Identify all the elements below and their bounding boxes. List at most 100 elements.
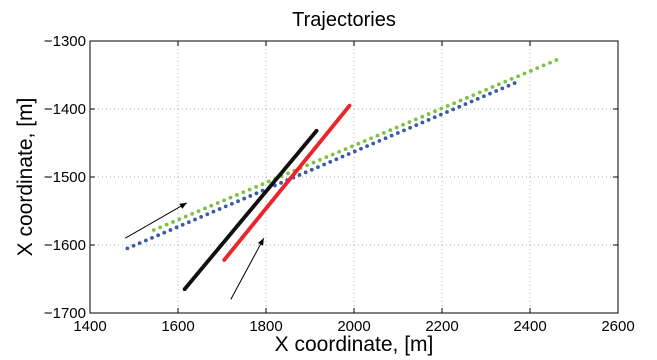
data-point [193,217,197,222]
data-point [377,138,382,143]
data-point [420,114,425,119]
data-point [439,106,444,111]
y-axis-label: X coordinate, [m] [14,98,37,257]
data-point [222,198,226,203]
data-point [457,104,462,109]
x-axis-ticks: 1400 1600 1800 2000 2200 2400 2600 [73,41,635,335]
data-point [203,206,207,211]
data-point [234,193,239,197]
data-point [465,95,469,100]
y-tick-label: −1300 [44,33,86,50]
data-point [469,99,474,104]
data-point [388,128,393,133]
data-point [286,171,290,176]
chart-title: Trajectories [292,9,396,31]
data-point [488,91,492,96]
data-point [209,203,214,208]
data-point [426,112,431,116]
data-point [394,125,399,130]
data-point [477,90,482,95]
data-point [346,152,351,156]
data-point [541,63,546,68]
data-point [402,128,406,133]
data-point [500,86,505,91]
data-point [125,246,130,251]
data-point [535,66,540,71]
data-point [150,236,154,240]
data-point [156,233,161,238]
data-point [334,157,339,162]
data-point [241,190,246,195]
data-point [330,152,335,157]
annotation-layer [124,202,265,300]
data-point [356,141,361,146]
data-point [223,204,228,209]
data-point [228,195,233,200]
data-point [318,157,322,162]
data-point [383,136,388,141]
data-point [496,82,501,87]
data-point [413,117,418,122]
data-point [137,241,142,246]
data-point [452,101,457,106]
data-point [522,71,527,76]
data-point [407,120,412,125]
data-point [217,207,222,211]
data-point [343,147,348,151]
data-point [433,109,437,114]
data-point [164,222,169,227]
data-point [211,209,216,214]
data-point [309,167,314,172]
data-point [494,89,499,93]
data-point [162,230,167,235]
data-point [305,163,310,168]
data-point [362,139,367,143]
data-point [401,122,405,127]
data-point [254,191,259,196]
data-point [471,93,476,98]
data-point [506,83,511,88]
series-layer [125,58,559,292]
y-tick-label: −1600 [44,237,86,254]
grid-lines [90,41,618,313]
data-point [340,154,345,159]
data-point [328,159,333,164]
data-point [158,225,163,230]
data-point [463,102,468,107]
x-tick-label: 2000 [337,318,370,335]
data-point [303,170,308,175]
x-tick-label: 2200 [425,318,458,335]
data-point [475,96,480,101]
data-point [369,136,373,141]
data-point [484,87,489,92]
x-axis-label: X coordinate, [m] [275,333,434,356]
data-point [337,149,342,154]
y-axis-ticks: −1300 −1400 −1500 −1600 −1700 [44,33,618,322]
data-point [389,133,394,138]
annotation-arrow-1 [124,202,188,239]
data-point [438,112,443,117]
data-point [408,125,413,130]
data-point [247,187,252,192]
data-point [186,220,191,225]
data-point [168,228,173,232]
data-point [365,144,369,149]
data-point [297,173,302,177]
data-point [352,149,357,154]
data-point [451,107,456,112]
data-point [248,194,253,198]
data-point [509,77,514,81]
x-tick-label: 1600 [161,318,194,335]
data-point [458,98,463,103]
data-point [395,131,400,135]
data-point [190,211,195,216]
data-point [324,155,329,160]
data-point [260,182,265,187]
data-point [347,103,352,108]
data-point [311,160,316,165]
data-point [426,117,431,122]
data-point [375,133,380,138]
data-point [490,85,495,89]
data-point [359,146,363,151]
data-point [445,110,449,114]
